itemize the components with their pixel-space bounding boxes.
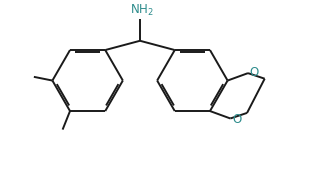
Text: O: O [232,113,241,126]
Text: NH$_2$: NH$_2$ [130,3,154,18]
Text: O: O [250,66,259,79]
